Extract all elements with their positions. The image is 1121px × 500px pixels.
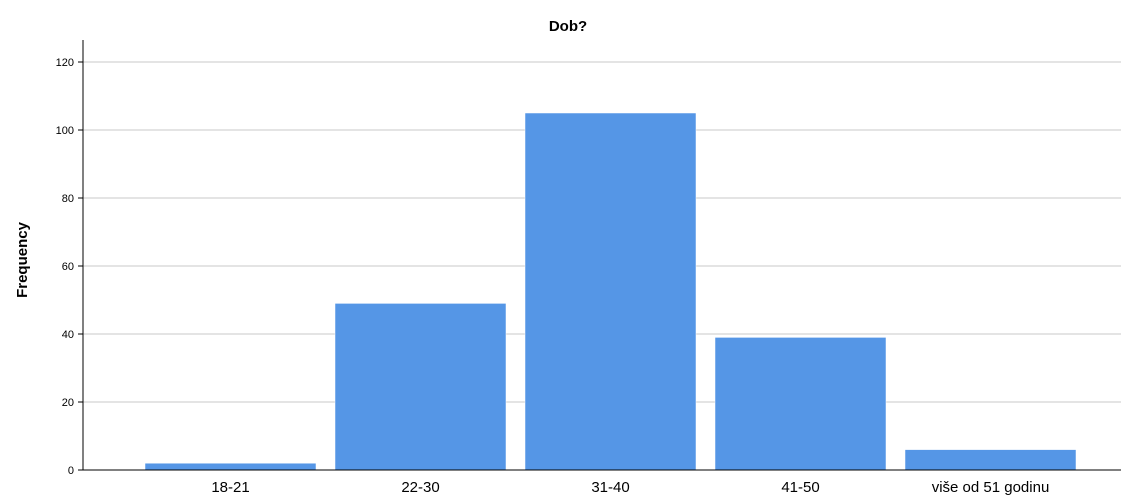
x-tick-label: 18-21: [211, 479, 249, 495]
bars: [144, 112, 1077, 471]
y-tick-labels: 0 20 40 60 80 100 120: [56, 57, 74, 477]
x-tick-labels: 18-21 22-30 31-40 41-50 više od 51 godinu: [211, 479, 1050, 496]
bar-18-21: [144, 462, 317, 471]
y-tick-label: 80: [62, 193, 74, 205]
y-axis-label: Frequency: [14, 221, 31, 298]
chart-title: Dob?: [549, 18, 587, 35]
y-tick-label: 40: [62, 329, 74, 341]
x-tick-label: 22-30: [401, 479, 439, 495]
x-tick-label: više od 51 godinu: [932, 479, 1050, 495]
y-tick-label: 100: [56, 125, 74, 137]
bar-31-40: [524, 112, 697, 471]
y-tick-label: 0: [68, 465, 74, 477]
axes: [78, 40, 1121, 471]
y-tick-label: 120: [56, 57, 74, 69]
bar-41-50: [714, 337, 887, 471]
y-tick-label: 60: [62, 261, 74, 273]
x-tick-label: 41-50: [781, 479, 819, 495]
bar-više-od-51-godinu: [904, 449, 1077, 471]
x-tick-label: 31-40: [591, 479, 629, 495]
bar-22-30: [334, 303, 507, 471]
y-tick-label: 20: [62, 397, 74, 409]
